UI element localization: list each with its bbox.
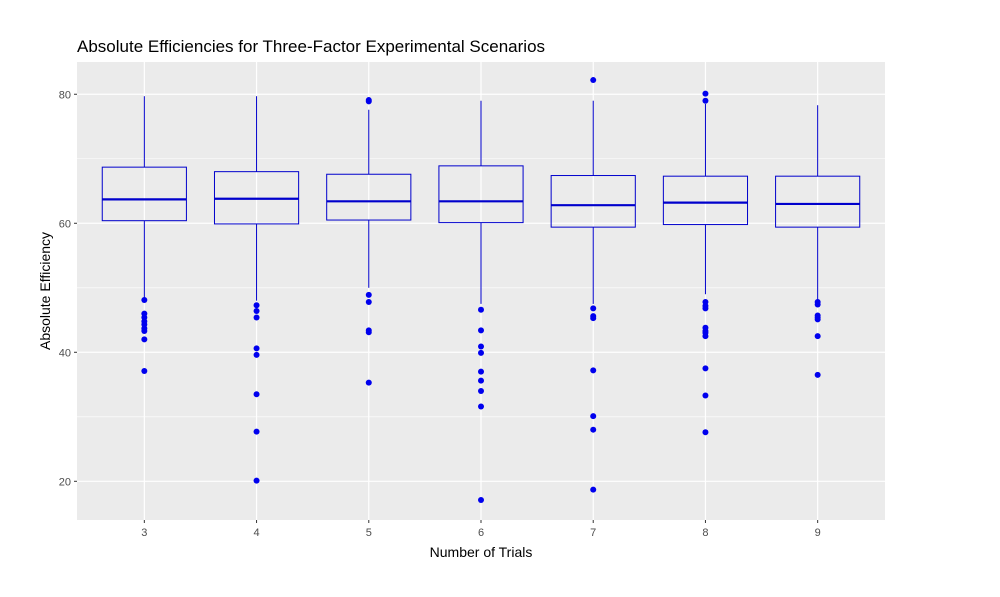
box-iqr	[438, 165, 524, 224]
outlier-point	[141, 327, 148, 334]
box-iqr	[101, 166, 187, 222]
box-5	[326, 97, 412, 386]
box-iqr	[662, 175, 749, 226]
y-tick-label: 40	[59, 347, 71, 359]
outlier-point	[478, 368, 484, 375]
box-9	[775, 105, 861, 378]
outlier-point	[590, 413, 597, 420]
outlier-point	[253, 314, 260, 321]
box-7	[550, 77, 636, 493]
x-tick-label: 3	[141, 527, 147, 539]
outlier-point	[702, 365, 709, 372]
outlier-point	[141, 336, 148, 343]
outlier-point	[253, 428, 260, 435]
outlier-point	[478, 387, 484, 394]
x-tick-label: 8	[702, 527, 708, 539]
box-3	[101, 96, 187, 374]
outlier-point	[478, 377, 484, 384]
outlier-point	[590, 315, 597, 322]
outlier-point	[253, 345, 260, 352]
outlier-point	[478, 306, 484, 313]
outlier-point	[702, 305, 709, 312]
box-4	[213, 96, 300, 484]
outlier-point	[590, 305, 597, 312]
box-series	[101, 77, 861, 504]
outlier-point	[590, 486, 597, 493]
x-tick-label: 4	[253, 527, 259, 539]
outlier-point	[702, 429, 709, 436]
x-tick-label: 5	[366, 527, 372, 539]
outlier-point	[478, 327, 484, 334]
outlier-point	[365, 379, 372, 386]
outlier-point	[365, 291, 372, 298]
outlier-point	[365, 298, 372, 305]
outlier-point	[702, 90, 709, 97]
outlier-point	[253, 391, 260, 398]
y-tick-label: 60	[59, 218, 71, 230]
outlier-point	[365, 329, 372, 336]
y-tick-label: 20	[59, 476, 71, 488]
x-tick-label: 6	[478, 527, 484, 539]
x-tick-label: 9	[815, 527, 821, 539]
outlier-point	[590, 77, 597, 84]
outlier-point	[141, 367, 148, 374]
outlier-point	[478, 403, 484, 410]
box-8	[662, 90, 749, 436]
outlier-point	[478, 343, 484, 350]
outlier-point	[253, 307, 260, 314]
outlier-point	[478, 497, 484, 504]
outlier-point	[814, 316, 821, 323]
outlier-point	[702, 333, 709, 340]
outlier-point	[253, 351, 260, 358]
outlier-point	[814, 301, 821, 308]
x-tick-label: 7	[590, 527, 596, 539]
y-axis: 20 40 60 80	[59, 89, 77, 488]
chart-title: Absolute Efficiencies for Three-Factor E…	[77, 37, 545, 56]
outlier-point	[702, 97, 709, 104]
x-axis-title: Number of Trials	[430, 544, 533, 560]
outlier-point	[590, 426, 597, 433]
box-iqr	[775, 175, 861, 228]
outlier-point	[814, 333, 821, 340]
box-iqr	[326, 173, 412, 221]
outlier-point	[478, 349, 484, 356]
outlier-point	[141, 297, 148, 304]
outlier-point	[814, 371, 821, 378]
y-axis-title: Absolute Efficiency	[37, 232, 53, 350]
x-axis: 3 4 5 6 7 8 9	[141, 520, 821, 539]
outlier-point	[365, 98, 372, 105]
outlier-point	[590, 367, 597, 374]
outlier-point	[253, 477, 260, 484]
outlier-point	[253, 302, 260, 309]
box-6	[438, 100, 524, 504]
box-iqr	[550, 175, 636, 228]
y-tick-label: 80	[59, 89, 71, 101]
outlier-point	[702, 392, 709, 399]
